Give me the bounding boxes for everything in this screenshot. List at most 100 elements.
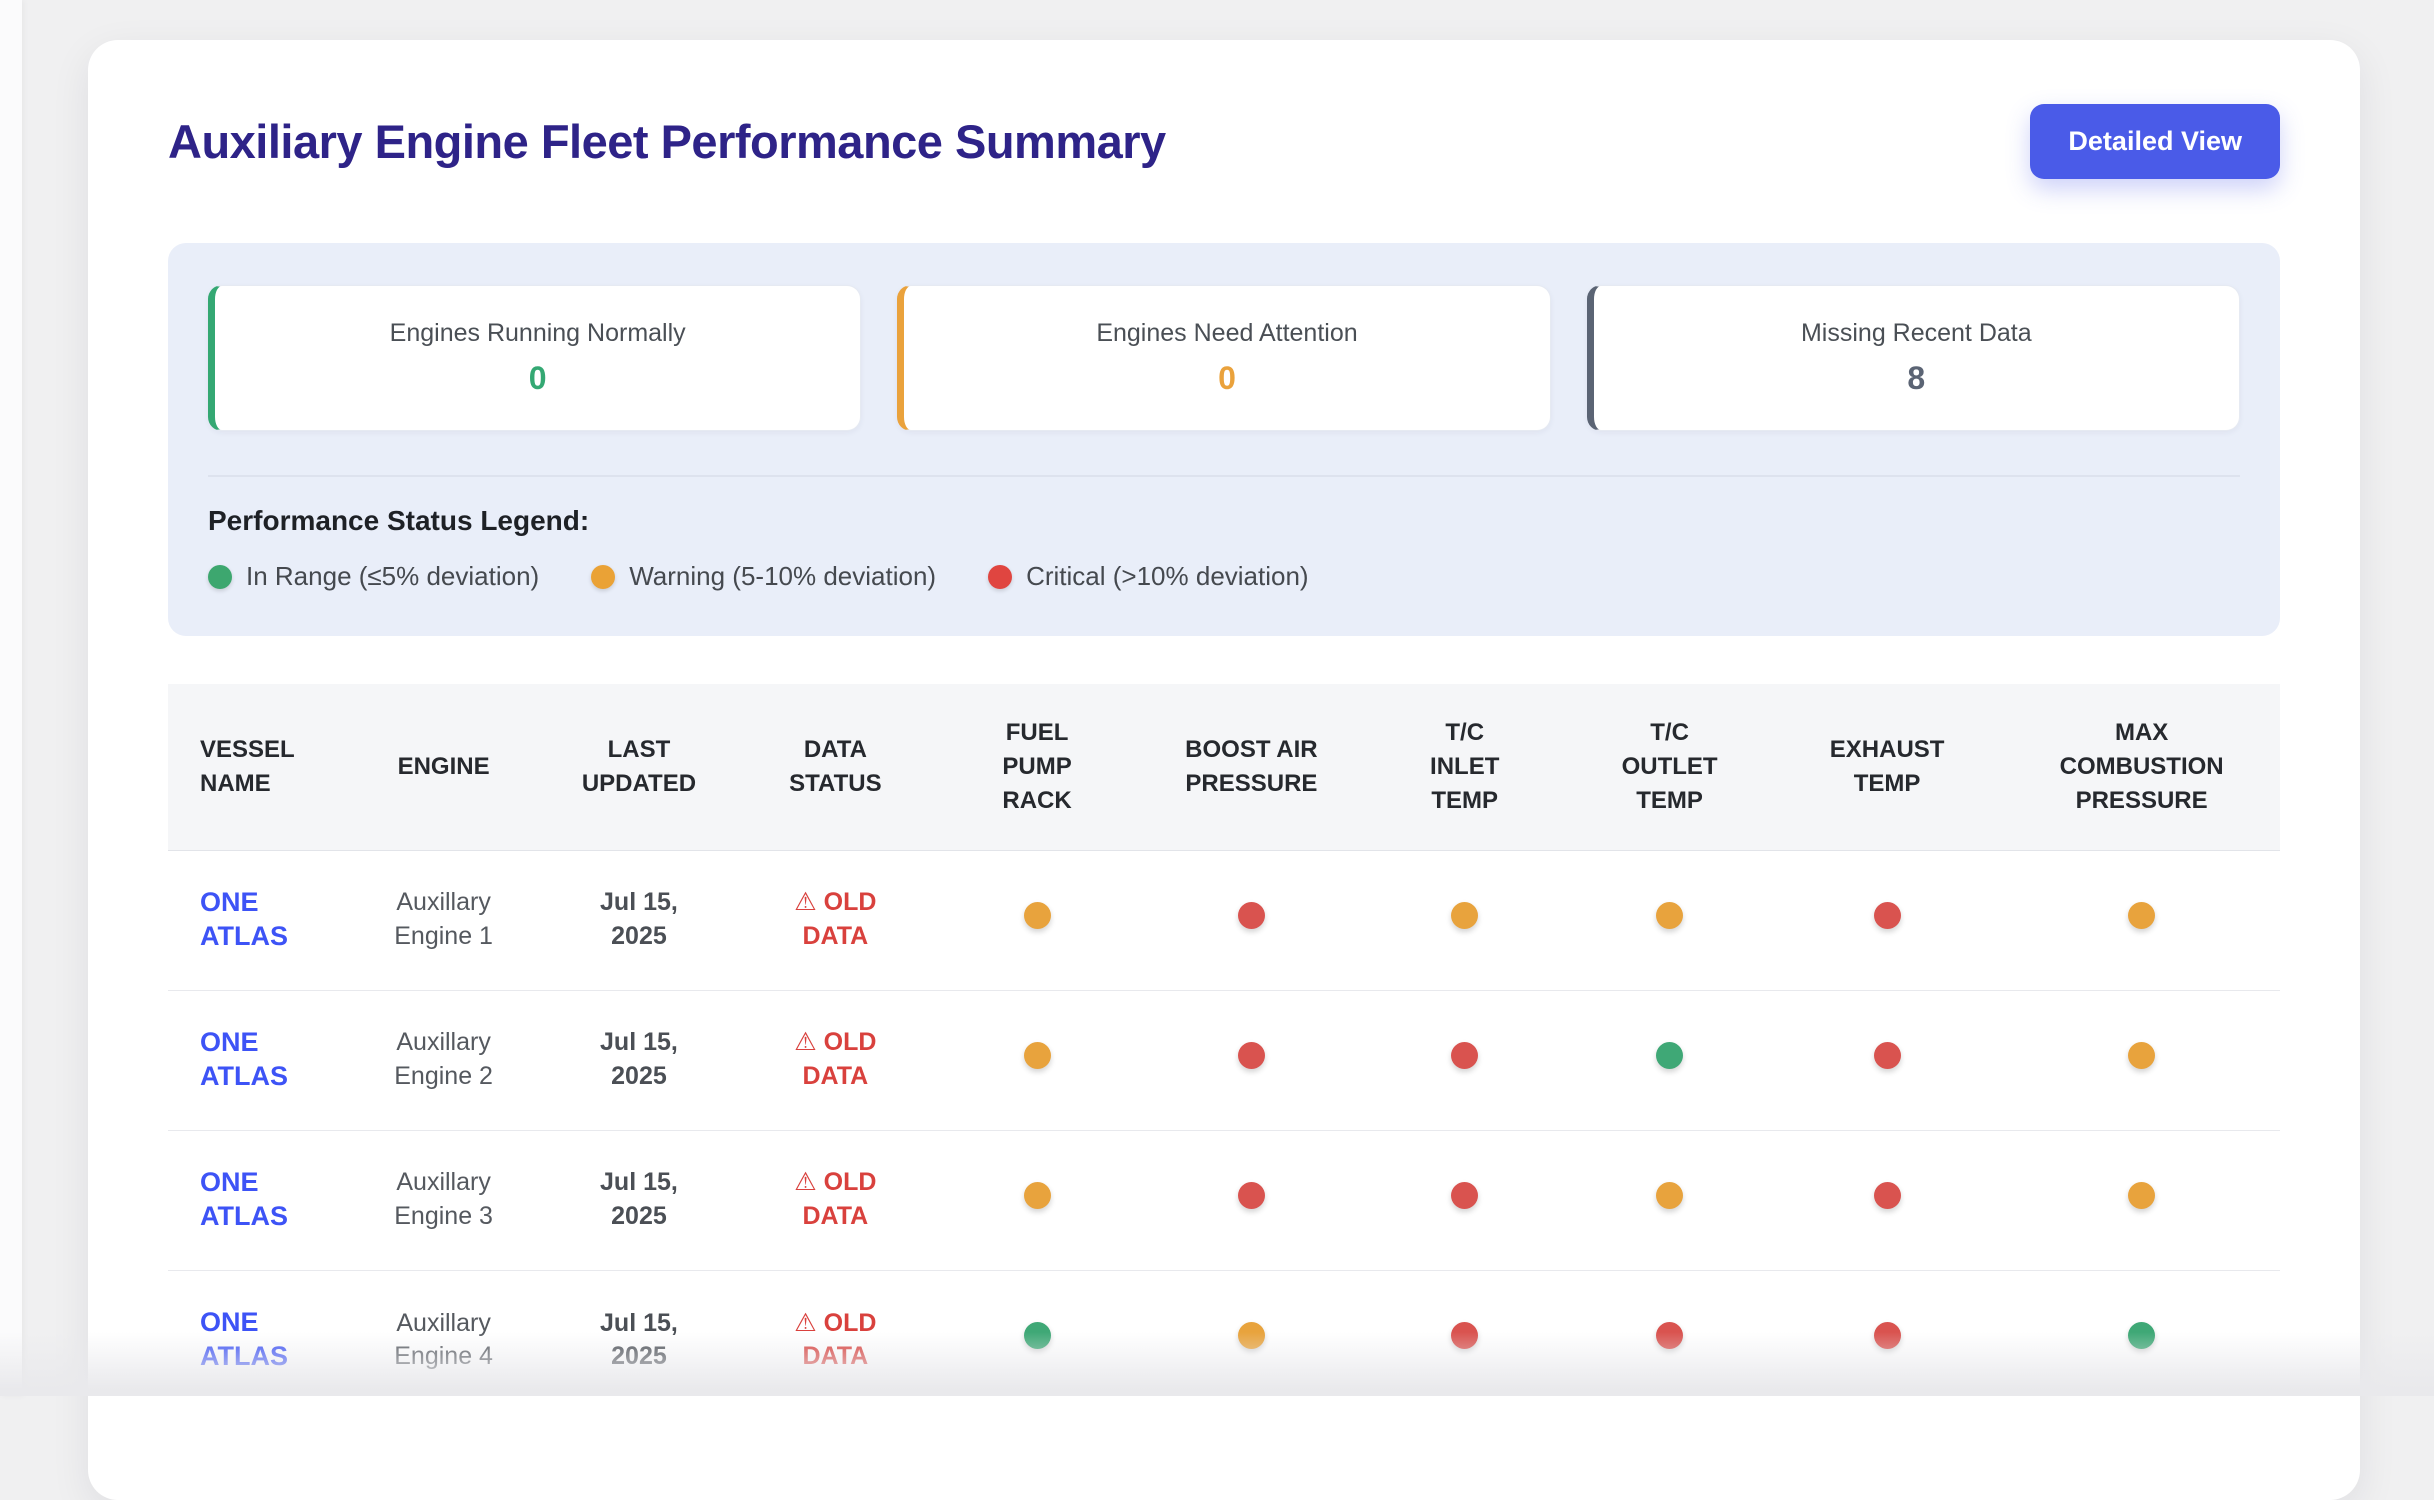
column-header: MAX COMBUSTION PRESSURE [2003,684,2280,850]
metric-status-cell [1568,990,1771,1130]
metric-status-cell [2003,850,2280,990]
left-edge-strip [0,0,22,1396]
metric-status-cell [1142,990,1362,1130]
metric-status-cell [1142,1270,1362,1410]
old-data-status: ⚠ OLD DATA [778,1026,893,1094]
legend-item-label: In Range (≤5% deviation) [246,561,539,592]
warning-icon: ⚠ [794,888,823,916]
data-status-cell: ⚠ OLD DATA [738,1270,932,1410]
column-header: VESSEL NAME [168,684,348,850]
metric-status-cell [1361,1130,1568,1270]
dashboard-card: Auxiliary Engine Fleet Performance Summa… [88,40,2360,1500]
legend-item-critical: Critical (>10% deviation) [988,561,1309,592]
legend-title: Performance Status Legend: [208,505,2240,537]
legend-item-warning: Warning (5-10% deviation) [591,561,936,592]
warning-icon: ⚠ [794,1028,823,1056]
summary-card-label: Engines Running Normally [390,319,686,348]
table-row: ONE ATLAS Auxillary Engine 4 Jul 15, 2025 ⚠… [168,1270,2280,1410]
status-dot-orange [1024,1182,1051,1209]
data-status-cell: ⚠ OLD DATA [738,850,932,990]
metric-status-cell [1361,850,1568,990]
warning-icon: ⚠ [794,1309,823,1337]
engine-name: Auxillary Engine 4 [381,1307,506,1375]
engine-cell: Auxillary Engine 1 [348,850,540,990]
status-dot-red [1238,1042,1265,1069]
critical-dot-icon [988,565,1012,589]
metric-status-cell [1568,850,1771,990]
metric-status-cell [1771,1270,2003,1410]
detailed-view-button[interactable]: Detailed View [2030,104,2280,179]
last-updated-value: Jul 15, 2025 [581,1166,696,1234]
warning-dot-icon [591,565,615,589]
summary-card-label: Missing Recent Data [1801,319,2032,348]
metric-status-cell [2003,1130,2280,1270]
metric-status-cell [933,850,1142,990]
status-dot-red [1238,1182,1265,1209]
last-updated-cell: Jul 15, 2025 [540,1130,739,1270]
summary-card-engines-need-attention: Engines Need Attention 0 [897,285,1550,431]
column-header-label: T/C OUTLET TEMP [1617,716,1722,817]
engine-name: Auxillary Engine 1 [381,886,506,954]
summary-card-value: 8 [1907,360,1925,397]
column-header: FUEL PUMP RACK [933,684,1142,850]
metric-status-cell [1568,1130,1771,1270]
warning-icon: ⚠ [794,1168,823,1196]
header-row: Auxiliary Engine Fleet Performance Summa… [168,40,2280,179]
column-header-label: LAST UPDATED [571,733,706,800]
status-dot-red [1451,1182,1478,1209]
metric-status-cell [933,1270,1142,1410]
metric-status-cell [1771,1130,2003,1270]
vessel-link[interactable]: ONE ATLAS [200,886,300,954]
vessel-link[interactable]: ONE ATLAS [200,1306,300,1374]
last-updated-cell: Jul 15, 2025 [540,1270,739,1410]
column-header-label: ENGINE [398,750,490,784]
vessel-link[interactable]: ONE ATLAS [200,1026,300,1094]
last-updated-value: Jul 15, 2025 [581,886,696,954]
vessel-link[interactable]: ONE ATLAS [200,1166,300,1234]
old-data-status: ⚠ OLD DATA [778,1307,893,1375]
summary-card-engines-running-normally: Engines Running Normally 0 [208,285,861,431]
metric-status-cell [1771,990,2003,1130]
summary-card-missing-recent-data: Missing Recent Data 8 [1587,285,2240,431]
old-data-status: ⚠ OLD DATA [778,1166,893,1234]
summary-card-value: 0 [529,360,547,397]
vessel-name-cell: ONE ATLAS [168,850,348,990]
metric-status-cell [1361,1270,1568,1410]
metric-status-cell [1142,1130,1362,1270]
panel-divider [208,475,2240,477]
vessel-name-cell: ONE ATLAS [168,1270,348,1410]
status-dot-green [1024,1322,1051,1349]
summary-card-value: 0 [1218,360,1236,397]
status-dot-orange [2128,902,2155,929]
status-dot-red [1656,1322,1683,1349]
status-dot-orange [2128,1042,2155,1069]
data-status-cell: ⚠ OLD DATA [738,990,932,1130]
column-header-label: EXHAUST TEMP [1815,733,1960,800]
engine-name: Auxillary Engine 2 [381,1026,506,1094]
column-header: T/C OUTLET TEMP [1568,684,1771,850]
status-dot-orange [1238,1322,1265,1349]
legend-item-in-range: In Range (≤5% deviation) [208,561,539,592]
metric-status-cell [933,990,1142,1130]
status-dot-green [2128,1322,2155,1349]
legend-item-label: Critical (>10% deviation) [1026,561,1309,592]
summary-card-label: Engines Need Attention [1096,319,1357,348]
column-header: ENGINE [348,684,540,850]
column-header: EXHAUST TEMP [1771,684,2003,850]
engine-cell: Auxillary Engine 4 [348,1270,540,1410]
status-dot-orange [2128,1182,2155,1209]
metric-status-cell [1361,990,1568,1130]
status-dot-red [1451,1322,1478,1349]
column-header-label: DATA STATUS [778,733,893,800]
column-header: T/C INLET TEMP [1361,684,1568,850]
data-status-cell: ⚠ OLD DATA [738,1130,932,1270]
status-dot-red [1874,1182,1901,1209]
status-dot-red [1238,902,1265,929]
table-header-row: VESSEL NAME ENGINE LAST UPDATED DATA STATUS… [168,684,2280,850]
metric-status-cell [1568,1270,1771,1410]
last-updated-cell: Jul 15, 2025 [540,850,739,990]
